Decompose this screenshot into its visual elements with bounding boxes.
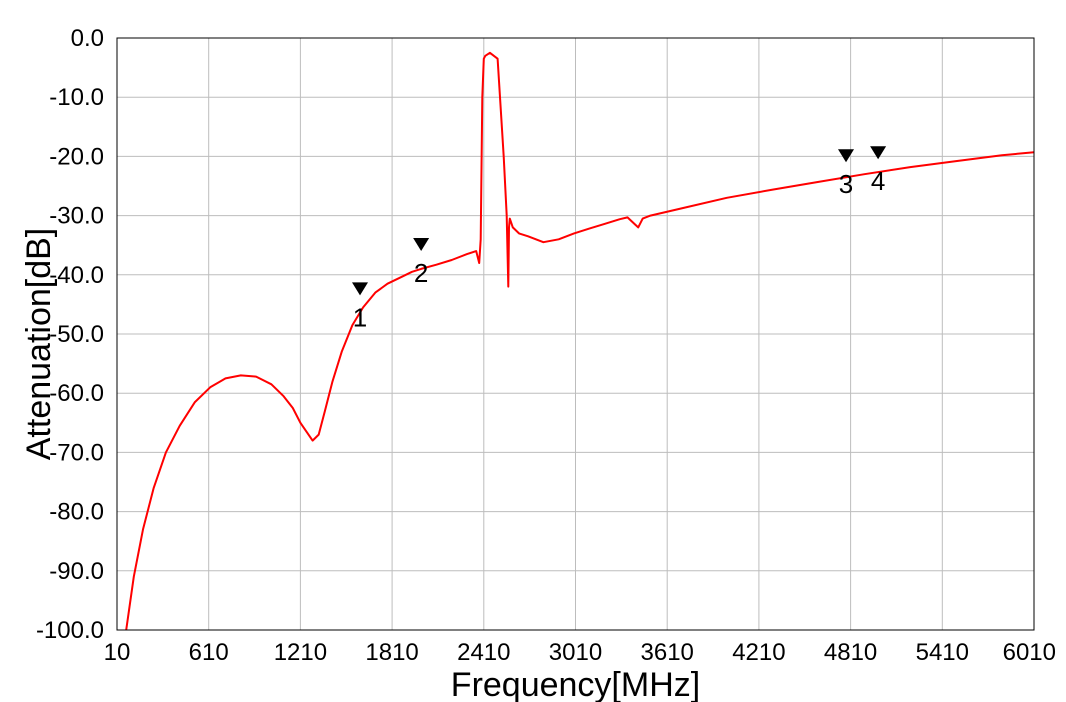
x-tick-label-1210: 1210	[274, 639, 327, 666]
y-tick-label-1: -10.0	[49, 84, 104, 111]
y-tick-label-9: -90.0	[49, 558, 104, 585]
x-tick-label-3010: 3010	[549, 639, 602, 666]
y-tick-label-6: -60.0	[49, 380, 104, 407]
x-tick-label-610: 610	[189, 639, 229, 666]
y-tick-label-0: 0.0	[71, 25, 104, 52]
grid	[116, 37, 1035, 631]
marker-1-label: 1	[353, 302, 367, 332]
y-tick-label-5: -50.0	[49, 321, 104, 348]
x-tick-label-4210: 4210	[732, 639, 785, 666]
y-tick-label-7: -70.0	[49, 439, 104, 466]
y-tick-label-10: -100.0	[36, 617, 104, 644]
marker-2-triangle	[413, 238, 430, 251]
y-tick-label-2: -20.0	[49, 143, 104, 170]
marker-3-label: 3	[839, 169, 853, 199]
marker-4-triangle	[870, 146, 887, 160]
marker-4-label: 4	[871, 166, 885, 196]
y-tick-label-3: -30.0	[49, 203, 104, 230]
plot-frame	[116, 37, 1035, 631]
marker-2-label: 2	[414, 258, 428, 288]
x-tick-label-4810: 4810	[824, 639, 877, 666]
y-tick-labels: 0.0 -10.0 -20.0 -30.0 -40.0 -50.0 -60.0 -70.0 -8…	[36, 25, 104, 644]
trace-layer	[125, 51, 1035, 631]
x-tick-label-10: 10	[104, 639, 131, 666]
trace-line-0	[125, 51, 1035, 631]
x-axis-label: Frequency[MHz]	[451, 666, 700, 702]
marker-3-triangle	[838, 149, 855, 163]
markers: 1 2 3 4	[352, 146, 887, 332]
y-tick-label-4: -40.0	[49, 262, 104, 289]
x-tick-label-6010: 6010	[1003, 639, 1056, 666]
x-tick-label-5410: 5410	[916, 639, 969, 666]
x-tick-label-3610: 3610	[641, 639, 694, 666]
x-tick-label-1810: 1810	[365, 639, 418, 666]
x-tick-labels: 10 610 1210 1810 2410 3010 3610 4210 4810 5410 601…	[104, 639, 1056, 666]
y-axis-label: Attenuation[dB]	[20, 228, 58, 461]
marker-1-triangle	[352, 282, 369, 296]
y-tick-label-8: -80.0	[49, 499, 104, 526]
x-tick-label-2410: 2410	[457, 639, 510, 666]
